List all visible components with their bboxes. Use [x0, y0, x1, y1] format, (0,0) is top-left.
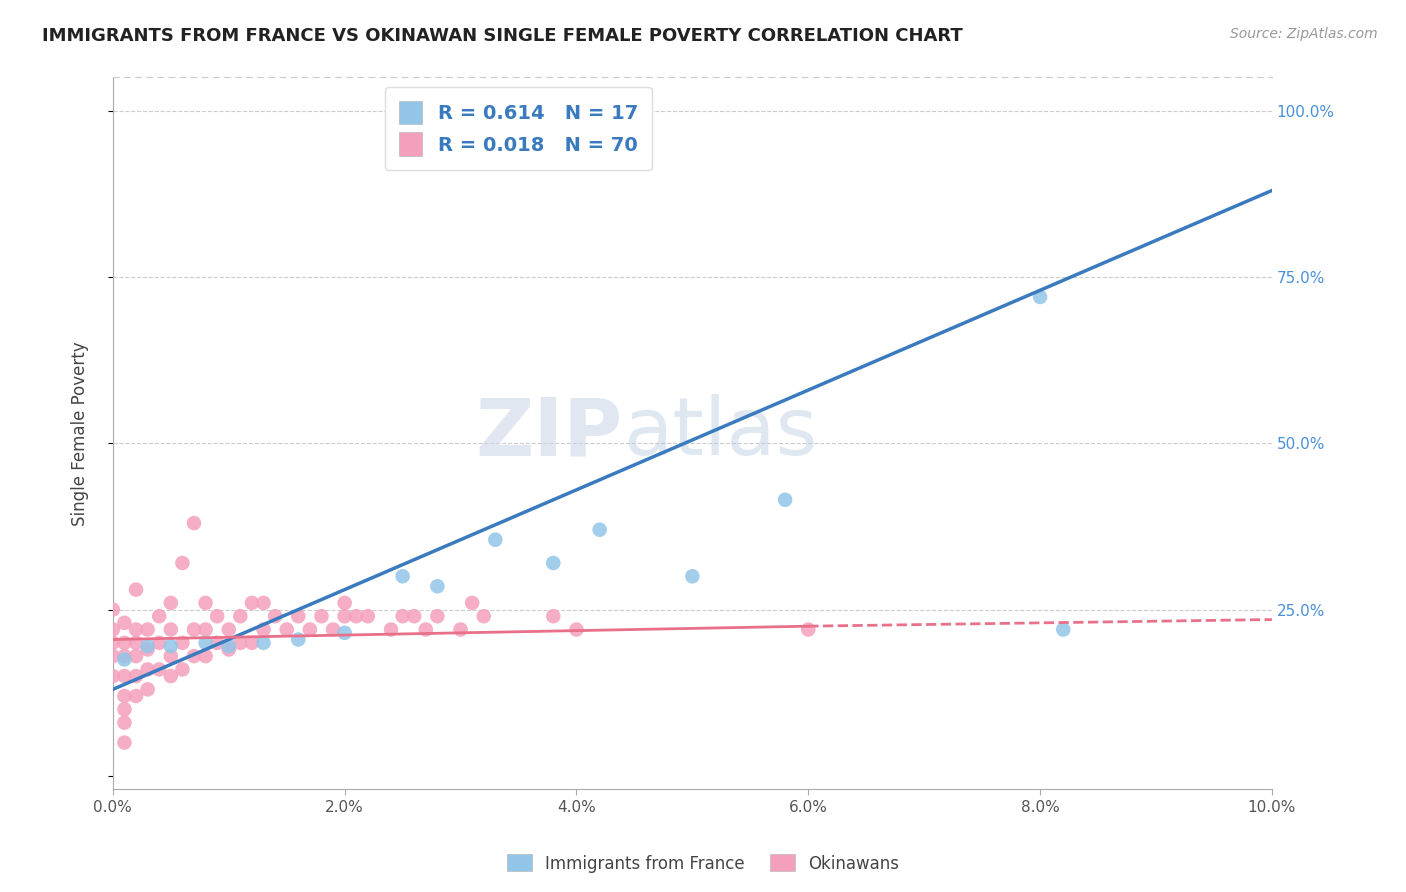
Point [136, 642, 159, 657]
Point [194, 623, 217, 637]
Point [114, 689, 136, 703]
Point [159, 639, 181, 653]
Legend: R = 0.614   N = 17, R = 0.018   N = 70: R = 0.614 N = 17, R = 0.018 N = 70 [385, 87, 652, 169]
Point [125, 582, 148, 597]
Point [114, 636, 136, 650]
Point [218, 642, 240, 657]
Point [1029, 290, 1052, 304]
Point [240, 596, 263, 610]
Point [114, 735, 136, 749]
Point [136, 623, 159, 637]
Point [218, 623, 240, 637]
Point [797, 623, 820, 637]
Point [240, 636, 263, 650]
Point [333, 625, 356, 640]
Point [114, 715, 136, 730]
Point [298, 623, 321, 637]
Point [484, 533, 506, 547]
Point [276, 623, 298, 637]
Point [565, 623, 588, 637]
Point [101, 669, 124, 683]
Point [172, 662, 194, 676]
Point [205, 609, 228, 624]
Point [172, 556, 194, 570]
Point [461, 596, 484, 610]
Point [543, 556, 565, 570]
Point [426, 609, 449, 624]
Point [125, 636, 148, 650]
Text: IMMIGRANTS FROM FRANCE VS OKINAWAN SINGLE FEMALE POVERTY CORRELATION CHART: IMMIGRANTS FROM FRANCE VS OKINAWAN SINGL… [42, 27, 963, 45]
Legend: Immigrants from France, Okinawans: Immigrants from France, Okinawans [501, 847, 905, 880]
Point [125, 649, 148, 664]
Point [101, 602, 124, 616]
Point [415, 623, 437, 637]
Point [287, 632, 309, 647]
Point [450, 623, 472, 637]
Point [404, 609, 426, 624]
Point [125, 689, 148, 703]
Point [264, 609, 287, 624]
Point [205, 636, 228, 650]
Point [114, 652, 136, 666]
Point [136, 682, 159, 697]
Point [183, 516, 205, 530]
Point [114, 669, 136, 683]
Point [159, 649, 181, 664]
Point [357, 609, 380, 624]
Point [588, 523, 610, 537]
Point [136, 639, 159, 653]
Point [344, 609, 367, 624]
Point [194, 649, 217, 664]
Point [391, 569, 413, 583]
Point [252, 623, 274, 637]
Point [681, 569, 703, 583]
Point [1052, 623, 1074, 637]
Point [159, 669, 181, 683]
Point [426, 579, 449, 593]
Point [101, 649, 124, 664]
Point [125, 669, 148, 683]
Point [333, 596, 356, 610]
Point [322, 623, 344, 637]
Point [252, 636, 274, 650]
Point [183, 649, 205, 664]
Point [229, 609, 252, 624]
Point [252, 596, 274, 610]
Point [183, 623, 205, 637]
Point [125, 623, 148, 637]
Point [472, 609, 495, 624]
Point [148, 609, 170, 624]
Point [194, 596, 217, 610]
Point [773, 492, 796, 507]
Point [218, 639, 240, 653]
Point [148, 636, 170, 650]
Point [114, 615, 136, 630]
Point [287, 609, 309, 624]
Point [229, 636, 252, 650]
Point [159, 596, 181, 610]
Point [114, 702, 136, 716]
Point [543, 609, 565, 624]
Text: ZIP: ZIP [475, 394, 623, 472]
Point [148, 662, 170, 676]
Text: Source: ZipAtlas.com: Source: ZipAtlas.com [1230, 27, 1378, 41]
Point [194, 636, 217, 650]
Point [333, 609, 356, 624]
Point [391, 609, 413, 624]
Point [311, 609, 333, 624]
Point [114, 649, 136, 664]
Point [172, 636, 194, 650]
Point [380, 623, 402, 637]
Y-axis label: Single Female Poverty: Single Female Poverty [72, 341, 89, 525]
Point [136, 662, 159, 676]
Point [101, 623, 124, 637]
Point [101, 636, 124, 650]
Text: atlas: atlas [623, 394, 817, 472]
Point [159, 623, 181, 637]
